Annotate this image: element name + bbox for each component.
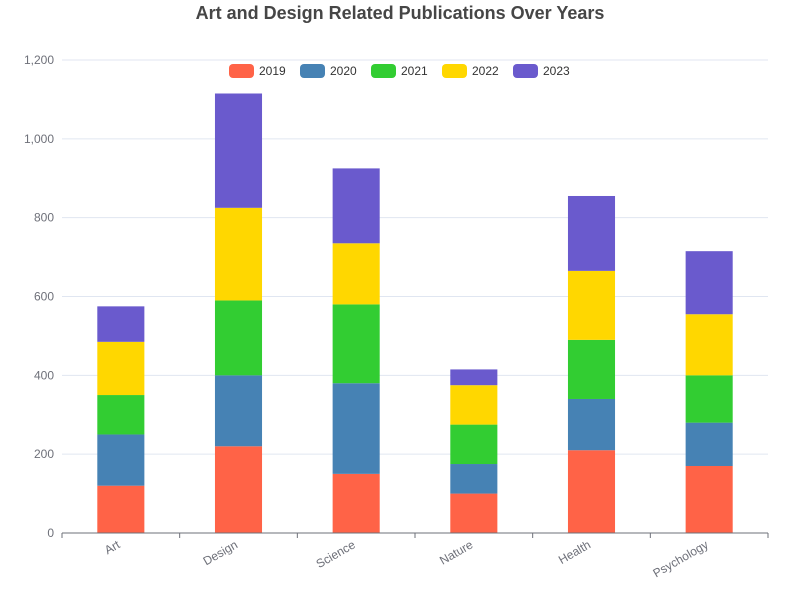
x-tick-label: Nature (437, 537, 475, 567)
bar-segment (97, 395, 145, 435)
x-tick-label: Health (556, 537, 593, 566)
bars (97, 93, 733, 533)
bar-segment (332, 473, 380, 533)
grid-lines (62, 59, 768, 455)
bar-segment (685, 314, 733, 376)
legend-swatch[interactable] (371, 64, 396, 78)
legend-label[interactable]: 2022 (472, 64, 499, 78)
x-tick-label: Psychology (651, 537, 711, 580)
legend-label[interactable]: 2021 (401, 64, 428, 78)
bar-segment (332, 304, 380, 384)
legend-swatch[interactable] (513, 64, 538, 78)
y-tick-label: 0 (47, 526, 54, 540)
y-tick-label: 400 (34, 368, 54, 382)
legend: 2019 2020 2021 2022 2023 (229, 64, 570, 78)
bar-segment (450, 385, 498, 425)
bar-segment (97, 306, 145, 342)
y-tick-label: 200 (34, 447, 54, 461)
legend-swatch[interactable] (229, 64, 254, 78)
legend-swatch[interactable] (300, 64, 325, 78)
bar-segment (332, 383, 380, 474)
bar-segment (332, 243, 380, 305)
legend-label[interactable]: 2023 (543, 64, 570, 78)
bar-segment (214, 300, 263, 376)
bar-segment (450, 424, 498, 465)
bar-segment (450, 464, 498, 494)
bar-segment (450, 493, 498, 533)
y-tick-label: 600 (34, 290, 54, 304)
bar-segment (567, 195, 616, 271)
bar-segment (214, 375, 263, 447)
bar-segment (450, 369, 498, 386)
bar-segment (214, 93, 263, 208)
bar-segment (567, 339, 616, 399)
bar-segment (567, 398, 616, 451)
bar-segment (332, 168, 380, 244)
bar-segment (685, 251, 733, 315)
bar-segment (97, 341, 145, 396)
bar-segment (97, 434, 145, 486)
x-tick-label: Science (314, 537, 358, 571)
chart-title: Art and Design Related Publications Over… (196, 3, 605, 23)
bar-segment (685, 422, 733, 466)
bar-segment (214, 207, 263, 301)
x-tick-label: Design (201, 537, 240, 568)
legend-label[interactable]: 2020 (330, 64, 357, 78)
bar-segment (567, 270, 616, 340)
y-tick-label: 1,000 (24, 132, 54, 146)
bar-segment (567, 450, 616, 533)
y-tick-label: 800 (34, 211, 54, 225)
y-tick-label: 1,200 (24, 53, 54, 67)
x-tick-label: Art (102, 537, 123, 557)
legend-swatch[interactable] (442, 64, 467, 78)
bar-segment (685, 375, 733, 423)
bar-segment (97, 485, 145, 533)
bar-segment (685, 465, 733, 533)
legend-label[interactable]: 2019 (259, 64, 286, 78)
bar-segment (214, 446, 263, 533)
